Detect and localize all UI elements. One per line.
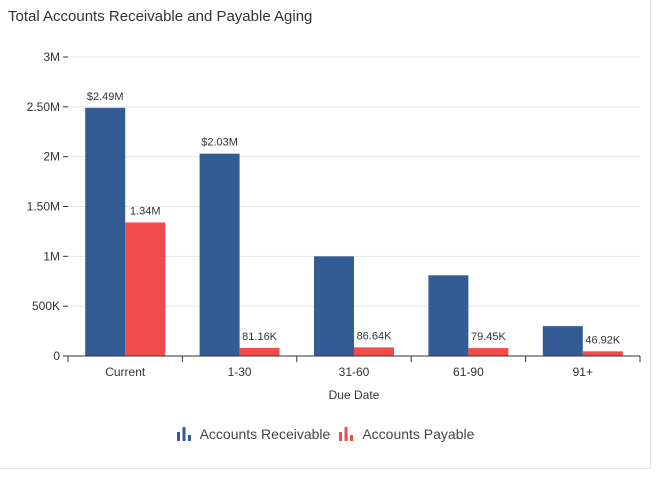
- bar-receivable[interactable]: [428, 275, 469, 356]
- legend-item-payable[interactable]: Accounts Payable: [338, 426, 474, 442]
- bar-payable[interactable]: [354, 347, 394, 356]
- data-label: 79.45K: [471, 331, 507, 343]
- bar-receivable[interactable]: [85, 107, 126, 356]
- x-tick-label: 31-60: [339, 365, 370, 379]
- data-label: $2.49M: [87, 91, 124, 103]
- x-axis-title: Due Date: [329, 388, 380, 402]
- y-tick-label: 500K: [32, 299, 60, 313]
- data-label: 81.16K: [242, 331, 278, 343]
- bar-payable[interactable]: [468, 348, 509, 356]
- bar-payable[interactable]: [582, 351, 623, 356]
- legend-label-payable: Accounts Payable: [362, 426, 475, 442]
- bar-receivable[interactable]: [542, 326, 583, 356]
- chart-title: Total Accounts Receivable and Payable Ag…: [8, 8, 313, 25]
- y-tick-label: 3M: [43, 50, 60, 64]
- legend-item-receivable[interactable]: Accounts Receivable: [176, 426, 331, 442]
- y-tick-label: 1M: [43, 249, 60, 263]
- y-tick-label: 0: [53, 349, 60, 363]
- data-label: 86.64K: [357, 330, 393, 342]
- bar-chart-icon: [339, 427, 354, 441]
- x-axis-ticks: Current 1-30 31-60 61-90 91+: [67, 356, 641, 379]
- data-label: 1.34M: [130, 205, 161, 217]
- data-label: 46.92K: [585, 334, 621, 346]
- x-tick-label: Current: [105, 365, 146, 379]
- data-label: $2.03M: [201, 137, 238, 149]
- chart-panel: Total Accounts Receivable and Payable Ag…: [0, 0, 651, 469]
- x-tick-label: 1-30: [228, 365, 252, 379]
- bar-receivable[interactable]: [199, 153, 240, 356]
- x-tick-label: 91+: [573, 365, 593, 379]
- x-tick-label: 61-90: [453, 365, 484, 379]
- bars: [85, 107, 623, 356]
- bar-receivable[interactable]: [314, 256, 354, 356]
- y-tick-label: 2M: [43, 150, 60, 164]
- y-tick-label: 1.50M: [27, 200, 60, 214]
- y-tick-label: 2.50M: [27, 100, 60, 114]
- y-axis-ticks: 0 500K 1M 1.50M 2M 2.50M 3M: [27, 50, 68, 363]
- bar-chart-icon: [176, 427, 191, 441]
- bar-chart: 0 500K 1M 1.50M 2M 2.50M 3M $2.49M 1.34M $2.03M 8…: [27, 50, 641, 402]
- legend-label-receivable: Accounts Receivable: [199, 426, 331, 442]
- legend: Accounts Receivable Accounts Payable: [0, 426, 650, 442]
- data-labels: $2.49M 1.34M $2.03M 81.16K 86.64K 79.45K 46.92…: [87, 91, 621, 346]
- bar-payable[interactable]: [239, 347, 280, 356]
- bar-payable[interactable]: [125, 222, 166, 356]
